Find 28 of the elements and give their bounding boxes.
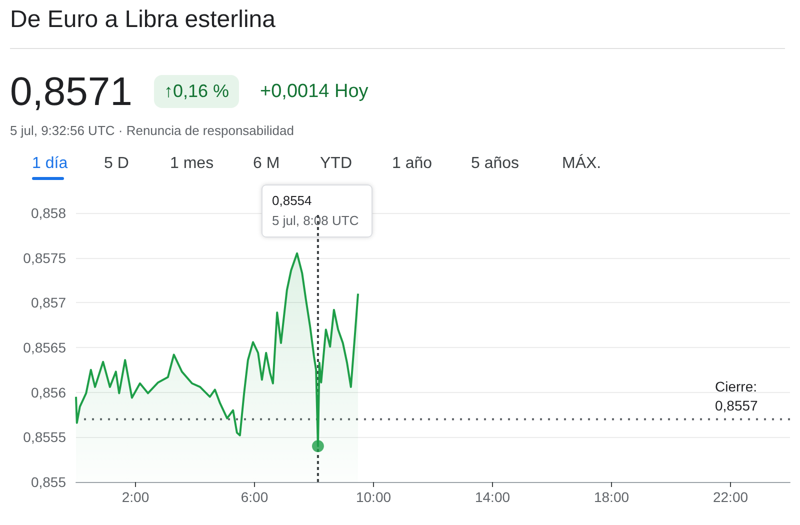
text: MÁX. [562,155,602,173]
y-tick-label: 0,858 [30,205,66,221]
text: 1 año [392,155,432,173]
x-tick-label: 22:00 [712,489,748,505]
x-tick-label: 6:00 [240,489,268,505]
text: 6 M [253,155,280,173]
y-tick-label: 0,8575 [23,250,66,266]
y-tick-label: 0,8555 [23,429,66,446]
text: 0,8571 [10,70,132,115]
text: 1 día [32,155,68,173]
y-tick-label: 0,855 [30,474,66,490]
ref-line-label: Cierre: 0,8557 [715,378,758,414]
annotation: 0,8554 5 jul, 8:08 UTC [272,193,359,228]
chart-title: De Euro a Libra esterlina [10,6,276,34]
y-tick-label: 0,857 [30,294,66,311]
text: 5 D [104,155,129,173]
text: ↑0,16 % [154,75,240,108]
x-tick-label: 2:00 [122,489,150,505]
text: 5 jul, 9:32:56 UTC · Renuncia de responsabilidad [10,123,294,138]
x-tick-label: 18:00 [594,489,630,505]
y-tick-label: 0,8565 [23,340,66,356]
y-tick-label: 0,856 [30,384,66,400]
x-tick-label: 14:00 [474,489,510,505]
x-tick-label: 10:00 [356,489,392,505]
text: 1 mes [170,155,214,173]
text: YTD [320,155,352,173]
text: 5 años [471,155,520,173]
text: +0,0014 Hoy [260,81,368,103]
